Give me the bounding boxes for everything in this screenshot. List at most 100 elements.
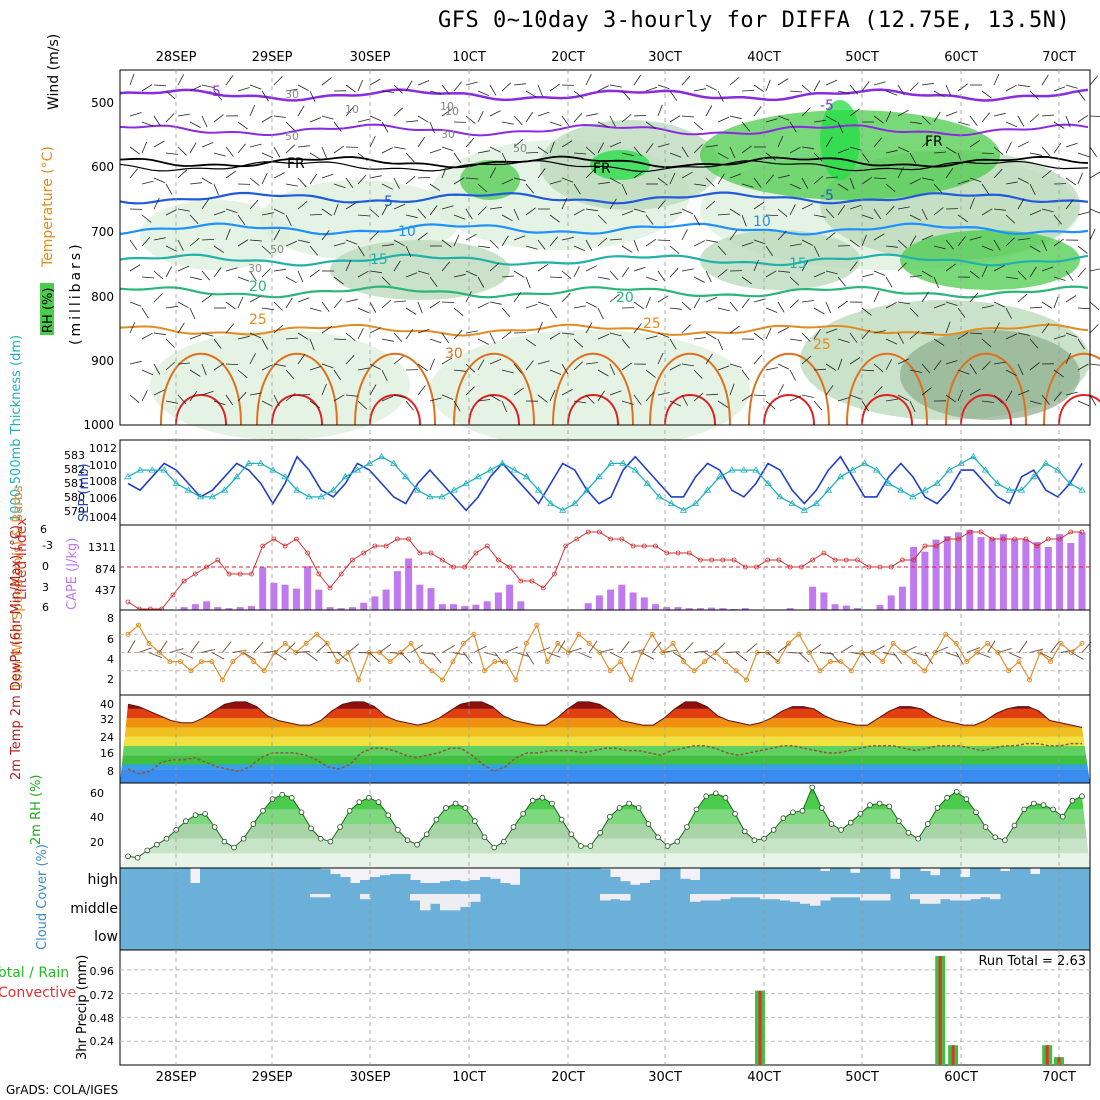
wind-barb	[921, 363, 931, 374]
wind-barb	[753, 177, 762, 188]
wind-barb-10m	[505, 646, 519, 653]
thickness-point	[571, 499, 579, 506]
isotherm-35-loop-9	[1058, 394, 1100, 426]
cloud-high-bar	[910, 868, 921, 892]
wind-barb	[501, 369, 514, 374]
rh-band-0	[120, 853, 1090, 868]
wind-barb-10m	[484, 652, 499, 657]
wind-barb	[345, 298, 358, 303]
wind-barb	[201, 115, 208, 128]
date-label-bottom: 20CT	[551, 1070, 585, 1085]
wind-barb-10m	[631, 649, 645, 653]
lifted-point	[709, 557, 714, 563]
date-label-bottom: 40CT	[747, 1070, 781, 1085]
wind-speed-point	[419, 659, 424, 665]
wind-barb	[753, 259, 759, 272]
wind-barb	[1065, 332, 1078, 338]
thickness-point	[269, 466, 277, 473]
wind-barb	[621, 338, 630, 349]
wind-barb	[297, 177, 307, 188]
wind-barb	[621, 90, 631, 101]
wind-barb	[537, 146, 549, 155]
wind-barb	[1041, 74, 1049, 86]
wind-barb	[669, 172, 676, 185]
wind-barb	[945, 301, 958, 306]
wind-barb-10m	[641, 652, 655, 660]
cape-bar	[236, 607, 244, 610]
wind-barb	[237, 391, 247, 402]
wind-barb	[609, 84, 622, 88]
wind-barb-10m	[159, 640, 168, 653]
wind-barb	[597, 237, 608, 247]
cape-bar	[248, 606, 255, 610]
cloud-high-bar	[790, 868, 801, 892]
wind-barb	[825, 232, 836, 241]
wind-barb	[729, 383, 735, 396]
rh-point	[1040, 802, 1047, 808]
wind-barb	[345, 394, 358, 397]
cape-bar	[999, 534, 1007, 610]
cloud-high-bar	[1070, 868, 1081, 892]
wind-barb	[225, 208, 238, 214]
lifted-point	[372, 543, 378, 549]
cloud-middle-gap	[610, 894, 621, 900]
wind-barb	[165, 266, 173, 278]
wind-barb	[345, 332, 356, 342]
wind-barb-10m	[347, 643, 360, 653]
wind-barb	[789, 276, 800, 286]
cloud-high-bar	[160, 868, 171, 892]
lifted-point	[484, 543, 490, 549]
date-label-top: 50CT	[845, 50, 879, 65]
wind-barb	[885, 205, 895, 216]
wind-barb-10m	[1018, 640, 1028, 653]
wind-barb	[393, 260, 401, 272]
wind-barb	[141, 214, 152, 223]
wind-barb-10m	[892, 652, 903, 664]
wind-barb	[441, 205, 454, 210]
thickness-point	[776, 493, 784, 500]
wind-barb	[681, 324, 691, 334]
wind-speed-point	[1079, 640, 1085, 646]
isotherm-1	[119, 123, 1089, 137]
wind-barb	[549, 141, 555, 154]
total-rain-label: Total / Rain	[0, 965, 69, 981]
thickness-point	[619, 459, 627, 466]
wind-barb-10m	[211, 652, 225, 660]
wind-speed-point	[366, 650, 372, 655]
wind-barb	[813, 175, 824, 185]
wind-barb	[297, 239, 310, 244]
cape-bar	[595, 595, 603, 610]
cape-bar	[809, 586, 817, 610]
wind-barb	[489, 110, 501, 117]
temp-label: 2m Temp 2m DewPt (6hr Min/Max) (°C)	[9, 525, 24, 780]
wind-barb	[573, 400, 586, 404]
wind-barb	[453, 369, 466, 372]
wind-barb	[165, 305, 178, 309]
wind-barb	[297, 84, 309, 91]
wind-barb	[669, 90, 678, 102]
wind-barb	[141, 307, 149, 319]
rh-point	[751, 837, 758, 843]
cape-bar	[517, 601, 525, 610]
wind-barb	[705, 200, 716, 210]
wind-barb	[825, 115, 837, 123]
wind-barb	[417, 301, 423, 314]
lifted-point	[552, 571, 557, 577]
cloud-middle-gap	[410, 894, 421, 901]
wind-barb	[417, 328, 430, 334]
wind-barb	[477, 90, 490, 97]
cape-bar	[1022, 539, 1030, 610]
wind-barb	[1005, 276, 1018, 280]
wind-speed-point	[702, 659, 708, 665]
wind-barb-10m	[1081, 641, 1092, 653]
wind-barb	[645, 391, 655, 402]
isotherm-label: 25	[643, 316, 661, 332]
rh-point	[606, 813, 613, 820]
wind-barb	[609, 390, 622, 396]
wind-barb	[357, 328, 364, 340]
wind-barb	[1065, 115, 1071, 128]
lifted-point	[192, 571, 198, 577]
cloud-middle-gap	[940, 894, 951, 900]
wind-barb	[645, 335, 658, 340]
cape-bar	[438, 604, 446, 610]
